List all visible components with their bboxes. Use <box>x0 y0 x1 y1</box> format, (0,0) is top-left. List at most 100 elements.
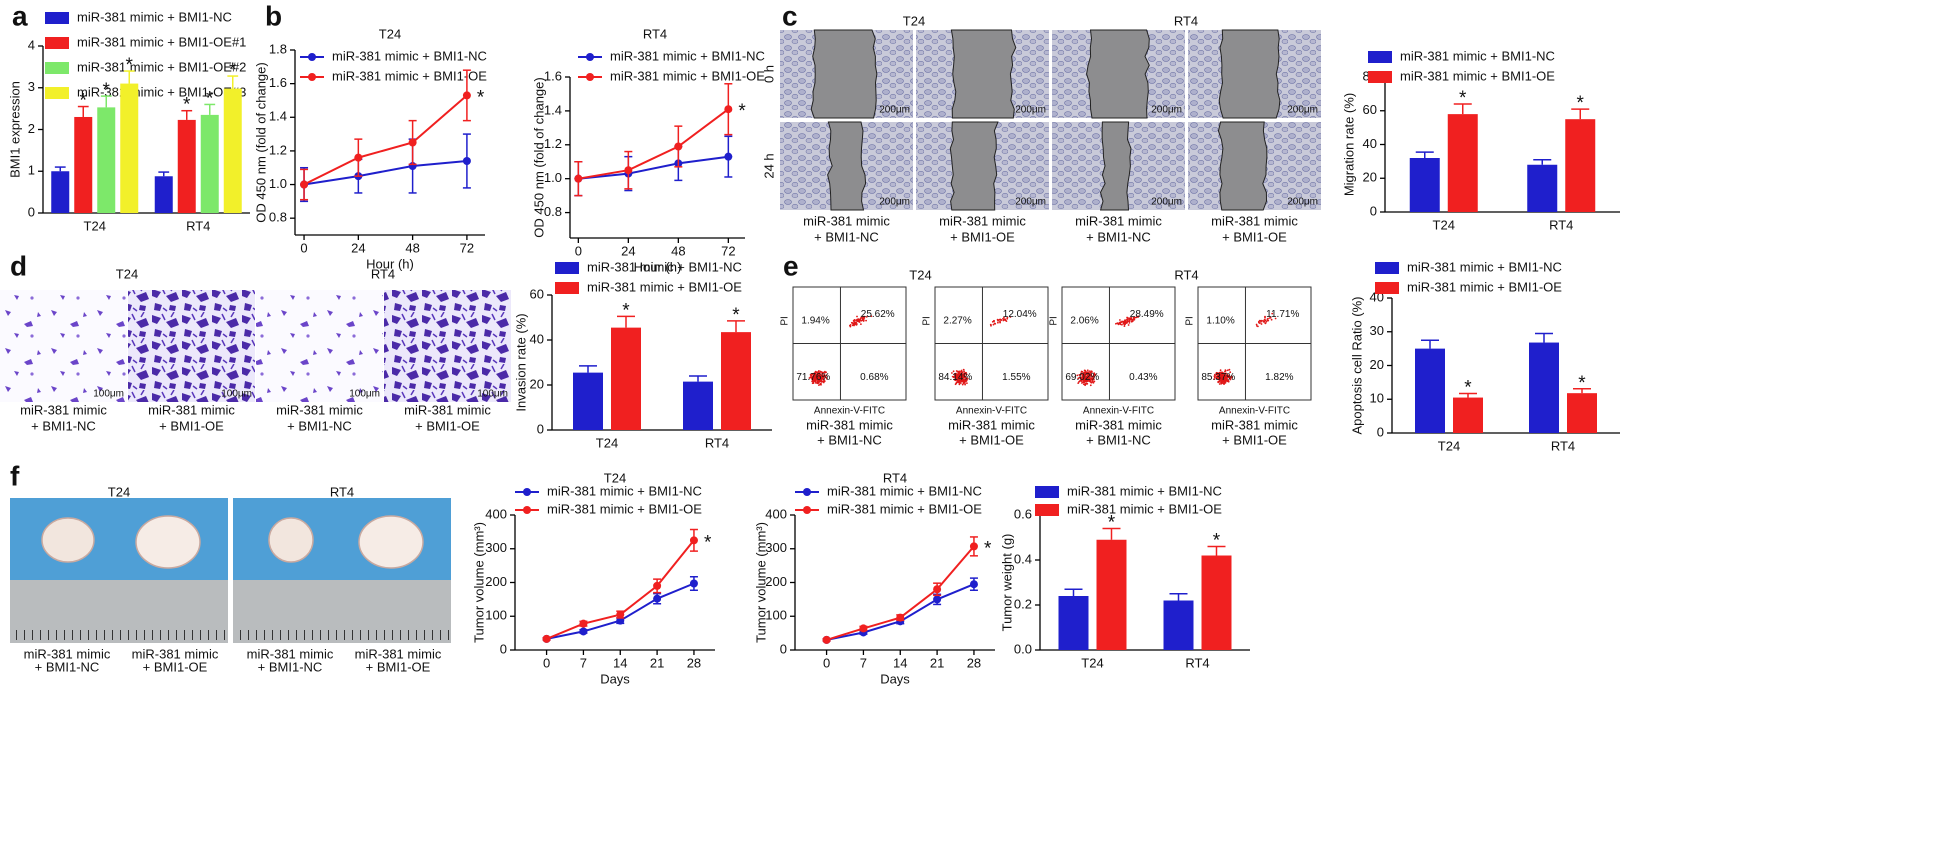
error-bar <box>1571 108 1590 120</box>
group-header: T24 <box>116 266 138 281</box>
event-dot <box>818 370 820 372</box>
event-dot <box>1130 319 1133 321</box>
event-dot <box>1087 377 1090 380</box>
y-tick-label: 0.0 <box>1014 641 1032 656</box>
event-dot <box>1268 317 1271 319</box>
event-dot <box>853 322 856 325</box>
event-dot <box>996 318 999 321</box>
x-axis-label: Hour (h) <box>634 259 682 274</box>
event-dot <box>957 372 960 375</box>
event-dot <box>811 379 814 381</box>
significance-mark: * <box>1108 513 1116 534</box>
bar <box>683 381 713 430</box>
event-dot <box>1262 320 1265 323</box>
point <box>689 536 698 545</box>
event-dot <box>817 374 820 376</box>
event-dot <box>865 319 867 322</box>
event-dot <box>1119 319 1121 321</box>
image-caption: miR-381 mimic <box>939 213 1026 228</box>
event-dot <box>998 318 1001 321</box>
legend-label: miR-381 mimic + BMI1-NC <box>547 483 702 498</box>
x-tick-label: 21 <box>930 655 944 670</box>
event-dot <box>1224 378 1226 380</box>
event-dot <box>858 321 861 323</box>
event-dot <box>962 368 965 371</box>
error-bar <box>1535 332 1553 343</box>
ruler <box>10 580 228 643</box>
x-tick-label: 7 <box>860 655 867 670</box>
x-tick-label: 0 <box>575 243 582 258</box>
legend-label: miR-381 mimic + BMI1-NC <box>77 9 232 24</box>
event-dot <box>856 315 858 318</box>
bar <box>200 114 219 213</box>
image-caption: + BMI1-NC <box>814 229 879 244</box>
y-tick-label: 60 <box>530 286 544 301</box>
event-dot <box>1092 376 1095 379</box>
event-dot <box>1126 317 1129 319</box>
error-bar <box>1459 392 1477 398</box>
y-tick-label: 20 <box>1370 357 1384 372</box>
legend-label: miR-381 mimic + BMI1-OE <box>332 68 487 83</box>
event-dot <box>1128 318 1131 320</box>
event-dot <box>1120 321 1123 324</box>
image-caption: miR-381 mimic <box>276 402 363 417</box>
event-dot <box>1121 323 1123 326</box>
quadrant-percent: 71.76% <box>796 372 830 383</box>
legend-label: miR-381 mimic + BMI1-NC <box>587 259 742 274</box>
quadrant-percent: 28.49% <box>1130 309 1164 320</box>
panel-label: b <box>265 0 282 31</box>
panel-label: e <box>783 250 799 281</box>
event-dot <box>1122 321 1124 323</box>
group-header: RT4 <box>371 266 395 281</box>
event-dot <box>1215 371 1218 374</box>
event-dot <box>858 319 861 322</box>
event-dot <box>1086 376 1088 378</box>
image-caption: + BMI1-NC <box>258 659 323 674</box>
legend-label: miR-381 mimic + BMI1-OE <box>1400 68 1555 83</box>
legend-swatch <box>1375 282 1399 294</box>
y-tick-label: 0 <box>1370 203 1377 218</box>
quadrant-percent: 85.37% <box>1201 372 1235 383</box>
x-tick-label: 48 <box>405 240 419 255</box>
event-dot <box>1267 319 1270 322</box>
bar <box>223 88 242 213</box>
error-bar <box>1453 103 1472 115</box>
event-dot <box>816 381 819 383</box>
event-dot <box>959 382 962 384</box>
point <box>933 585 942 594</box>
event-dot <box>1131 320 1134 322</box>
event-dot <box>862 319 865 322</box>
flow-y-label: PI <box>922 316 933 325</box>
wound-gap <box>950 29 1017 119</box>
legend-label: miR-381 mimic + BMI1-OE#3 <box>77 84 246 99</box>
event-dot <box>1124 322 1127 325</box>
event-dot <box>1130 317 1132 319</box>
y-tick-label: 0.8 <box>269 210 287 225</box>
y-tick-label: 1.2 <box>544 136 562 151</box>
image-caption: + BMI1-NC <box>1086 432 1151 447</box>
chart-title: T24 <box>604 470 626 485</box>
wound-gap <box>949 121 999 211</box>
event-dot <box>1128 322 1131 324</box>
event-dot <box>1220 380 1223 382</box>
bar <box>1453 397 1483 433</box>
point <box>462 91 471 100</box>
image-caption: + BMI1-NC <box>287 418 352 433</box>
legend-marker <box>308 73 316 81</box>
event-dot <box>959 376 961 379</box>
event-dot <box>1002 319 1005 322</box>
event-dot <box>809 373 812 376</box>
event-dot <box>1274 317 1277 320</box>
significance-mark: * <box>183 95 191 116</box>
event-dot <box>1076 374 1079 377</box>
point <box>462 157 471 165</box>
event-dot <box>963 374 965 377</box>
event-dot <box>865 316 868 318</box>
event-dot <box>1263 319 1266 321</box>
event-dot <box>815 378 818 380</box>
tumor <box>358 515 424 569</box>
event-dot <box>1256 325 1258 327</box>
event-dot <box>811 382 814 385</box>
scale-bar-label: 200μm <box>1287 197 1318 208</box>
legend-label: miR-381 mimic + BMI1-OE#2 <box>77 59 246 74</box>
